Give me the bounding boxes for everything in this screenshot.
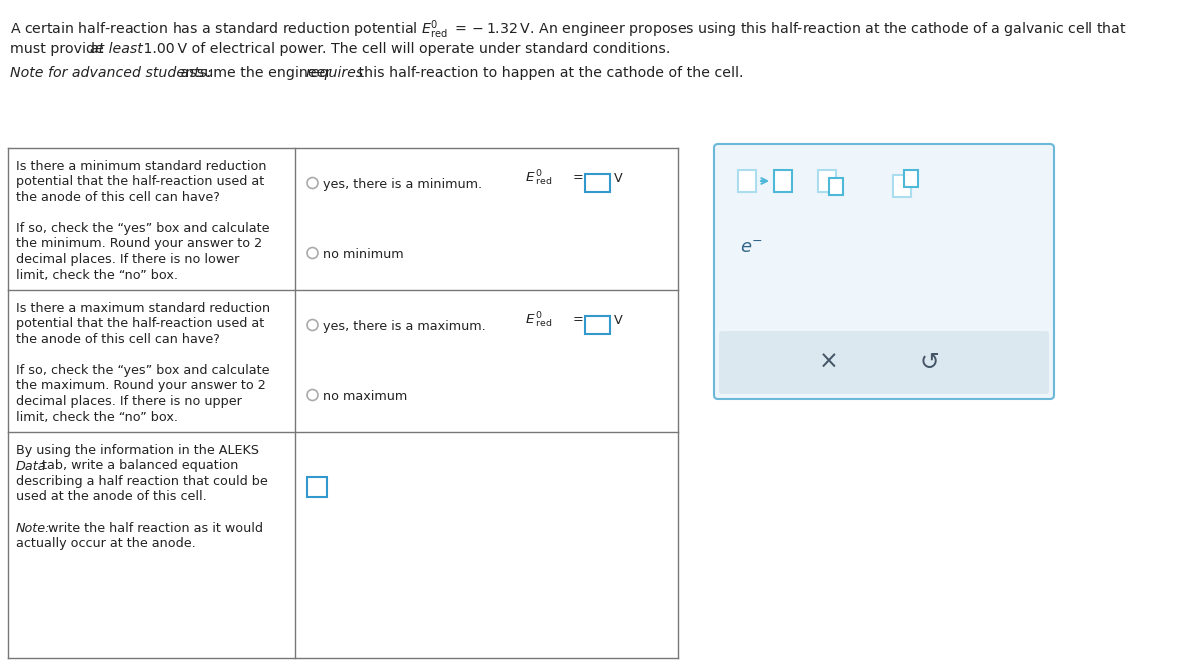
Text: V: V xyxy=(614,172,623,184)
Text: Is there a minimum standard reduction: Is there a minimum standard reduction xyxy=(16,160,266,173)
FancyBboxPatch shape xyxy=(719,331,1049,394)
Text: $e^{-}$: $e^{-}$ xyxy=(740,239,763,257)
FancyBboxPatch shape xyxy=(829,178,842,194)
Text: used at the anode of this cell.: used at the anode of this cell. xyxy=(16,490,206,504)
FancyBboxPatch shape xyxy=(738,170,756,192)
FancyBboxPatch shape xyxy=(893,175,911,197)
Text: $E\,^{0}_{\mathrm{red}}$: $E\,^{0}_{\mathrm{red}}$ xyxy=(526,168,553,188)
Text: potential that the half-reaction used at: potential that the half-reaction used at xyxy=(16,317,264,331)
FancyBboxPatch shape xyxy=(774,170,792,192)
Text: A certain half-reaction has a standard reduction potential $E^{0}_{\mathrm{red}}: A certain half-reaction has a standard r… xyxy=(10,18,1127,41)
Text: If so, check the “yes” box and calculate: If so, check the “yes” box and calculate xyxy=(16,222,270,235)
Text: the anode of this cell can have?: the anode of this cell can have? xyxy=(16,333,220,346)
Text: limit, check the “no” box.: limit, check the “no” box. xyxy=(16,411,178,424)
Text: requires: requires xyxy=(305,66,364,80)
Text: If so, check the “yes” box and calculate: If so, check the “yes” box and calculate xyxy=(16,364,270,377)
Text: the minimum. Round your answer to 2: the minimum. Round your answer to 2 xyxy=(16,238,262,250)
Text: decimal places. If there is no lower: decimal places. If there is no lower xyxy=(16,253,239,266)
Text: describing a half reaction that could be: describing a half reaction that could be xyxy=(16,475,268,488)
Text: =: = xyxy=(574,313,583,327)
Text: actually occur at the anode.: actually occur at the anode. xyxy=(16,537,196,550)
FancyBboxPatch shape xyxy=(714,144,1054,399)
FancyBboxPatch shape xyxy=(818,170,836,192)
Text: By using the information in the ALEKS: By using the information in the ALEKS xyxy=(16,444,259,457)
Text: Note:: Note: xyxy=(16,522,50,534)
Text: yes, there is a minimum.: yes, there is a minimum. xyxy=(323,178,482,191)
Text: Data: Data xyxy=(16,460,47,472)
Text: decimal places. If there is no upper: decimal places. If there is no upper xyxy=(16,395,242,408)
Text: V: V xyxy=(614,313,623,327)
FancyBboxPatch shape xyxy=(904,170,918,186)
Text: this half-reaction to happen at the cathode of the cell.: this half-reaction to happen at the cath… xyxy=(354,66,744,80)
Text: ↺: ↺ xyxy=(919,350,938,374)
Text: Is there a maximum standard reduction: Is there a maximum standard reduction xyxy=(16,302,270,315)
Text: the maximum. Round your answer to 2: the maximum. Round your answer to 2 xyxy=(16,379,265,393)
Text: limit, check the “no” box.: limit, check the “no” box. xyxy=(16,269,178,281)
Text: $E\,^{0}_{\mathrm{red}}$: $E\,^{0}_{\mathrm{red}}$ xyxy=(526,310,553,330)
Text: ×: × xyxy=(820,350,839,374)
FancyBboxPatch shape xyxy=(586,174,610,192)
FancyBboxPatch shape xyxy=(307,477,326,497)
Text: Note for advanced students:: Note for advanced students: xyxy=(10,66,211,80)
Text: =: = xyxy=(574,172,583,184)
Text: 1.00 V of electrical power. The cell will operate under standard conditions.: 1.00 V of electrical power. The cell wil… xyxy=(139,42,671,56)
Text: the anode of this cell can have?: the anode of this cell can have? xyxy=(16,191,220,204)
Text: potential that the half-reaction used at: potential that the half-reaction used at xyxy=(16,176,264,188)
Text: yes, there is a maximum.: yes, there is a maximum. xyxy=(323,320,486,333)
Text: write the half reaction as it would: write the half reaction as it would xyxy=(43,522,263,534)
Text: assume the engineer: assume the engineer xyxy=(176,66,336,80)
Text: no minimum: no minimum xyxy=(323,248,403,261)
FancyBboxPatch shape xyxy=(586,316,610,334)
Text: tab, write a balanced equation: tab, write a balanced equation xyxy=(38,460,239,472)
Text: no maximum: no maximum xyxy=(323,390,407,403)
Text: must provide: must provide xyxy=(10,42,108,56)
Text: at least: at least xyxy=(90,42,143,56)
